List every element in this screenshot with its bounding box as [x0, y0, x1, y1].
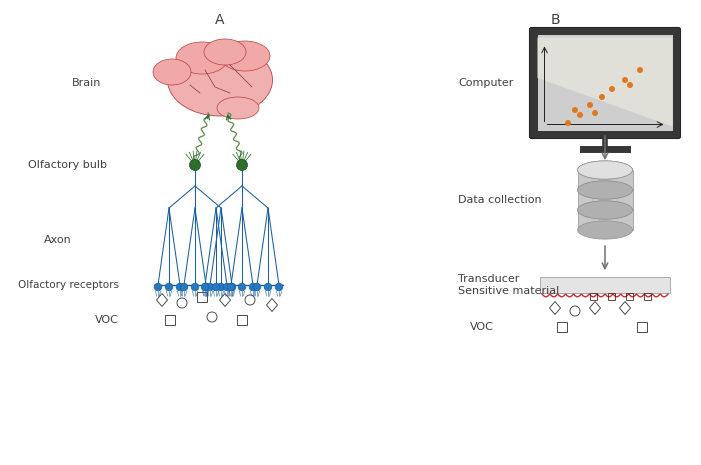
Ellipse shape — [578, 181, 632, 199]
Circle shape — [191, 283, 199, 291]
Circle shape — [622, 77, 628, 83]
Polygon shape — [538, 38, 672, 126]
Circle shape — [275, 283, 283, 291]
Ellipse shape — [217, 97, 259, 119]
Circle shape — [201, 283, 209, 291]
Ellipse shape — [578, 201, 632, 219]
Circle shape — [206, 283, 214, 291]
Bar — [608, 293, 615, 300]
Bar — [165, 315, 175, 325]
FancyBboxPatch shape — [529, 27, 681, 139]
Circle shape — [165, 283, 173, 291]
Ellipse shape — [578, 201, 632, 219]
Text: Sensitive material: Sensitive material — [458, 286, 559, 296]
Bar — [578, 210, 632, 230]
Bar — [538, 35, 672, 131]
Circle shape — [572, 107, 578, 113]
Ellipse shape — [578, 221, 632, 239]
Bar — [557, 322, 567, 332]
Circle shape — [565, 120, 571, 126]
Bar — [237, 315, 247, 325]
Circle shape — [217, 283, 225, 291]
Ellipse shape — [578, 161, 632, 179]
Circle shape — [253, 283, 261, 291]
Circle shape — [587, 102, 593, 108]
Bar — [637, 322, 647, 332]
Circle shape — [238, 283, 246, 291]
Text: A: A — [215, 13, 225, 27]
Circle shape — [264, 283, 272, 291]
Bar — [626, 293, 633, 300]
Ellipse shape — [220, 41, 270, 71]
Circle shape — [180, 283, 188, 291]
Ellipse shape — [578, 161, 632, 179]
Ellipse shape — [168, 44, 273, 116]
Circle shape — [599, 94, 605, 100]
Bar — [590, 293, 597, 300]
Bar — [540, 277, 670, 293]
Circle shape — [229, 283, 236, 291]
Bar — [644, 293, 651, 300]
Circle shape — [592, 110, 598, 116]
Text: VOC: VOC — [470, 322, 494, 332]
Circle shape — [577, 112, 583, 118]
Text: B: B — [550, 13, 560, 27]
Bar — [578, 170, 632, 190]
Ellipse shape — [176, 42, 228, 74]
Circle shape — [249, 283, 257, 291]
Circle shape — [154, 283, 162, 291]
Circle shape — [189, 159, 200, 171]
Text: Brain: Brain — [72, 78, 102, 88]
Ellipse shape — [578, 181, 632, 199]
Circle shape — [223, 283, 231, 291]
Text: Transducer: Transducer — [458, 274, 519, 284]
Text: VOC: VOC — [95, 315, 119, 325]
Circle shape — [236, 159, 247, 171]
Circle shape — [637, 67, 643, 73]
Circle shape — [176, 283, 184, 291]
Circle shape — [627, 82, 633, 88]
Text: Data collection: Data collection — [458, 195, 542, 205]
Circle shape — [227, 283, 235, 291]
Ellipse shape — [153, 59, 191, 85]
Circle shape — [609, 86, 615, 92]
Text: Olfactory receptors: Olfactory receptors — [18, 280, 119, 290]
Circle shape — [212, 283, 220, 291]
Bar — [578, 190, 632, 210]
Ellipse shape — [204, 39, 246, 65]
Text: Computer: Computer — [458, 78, 513, 88]
Circle shape — [202, 283, 210, 291]
Text: Axon: Axon — [44, 235, 72, 245]
Bar — [197, 292, 207, 302]
Text: Olfactory bulb: Olfactory bulb — [28, 160, 107, 170]
